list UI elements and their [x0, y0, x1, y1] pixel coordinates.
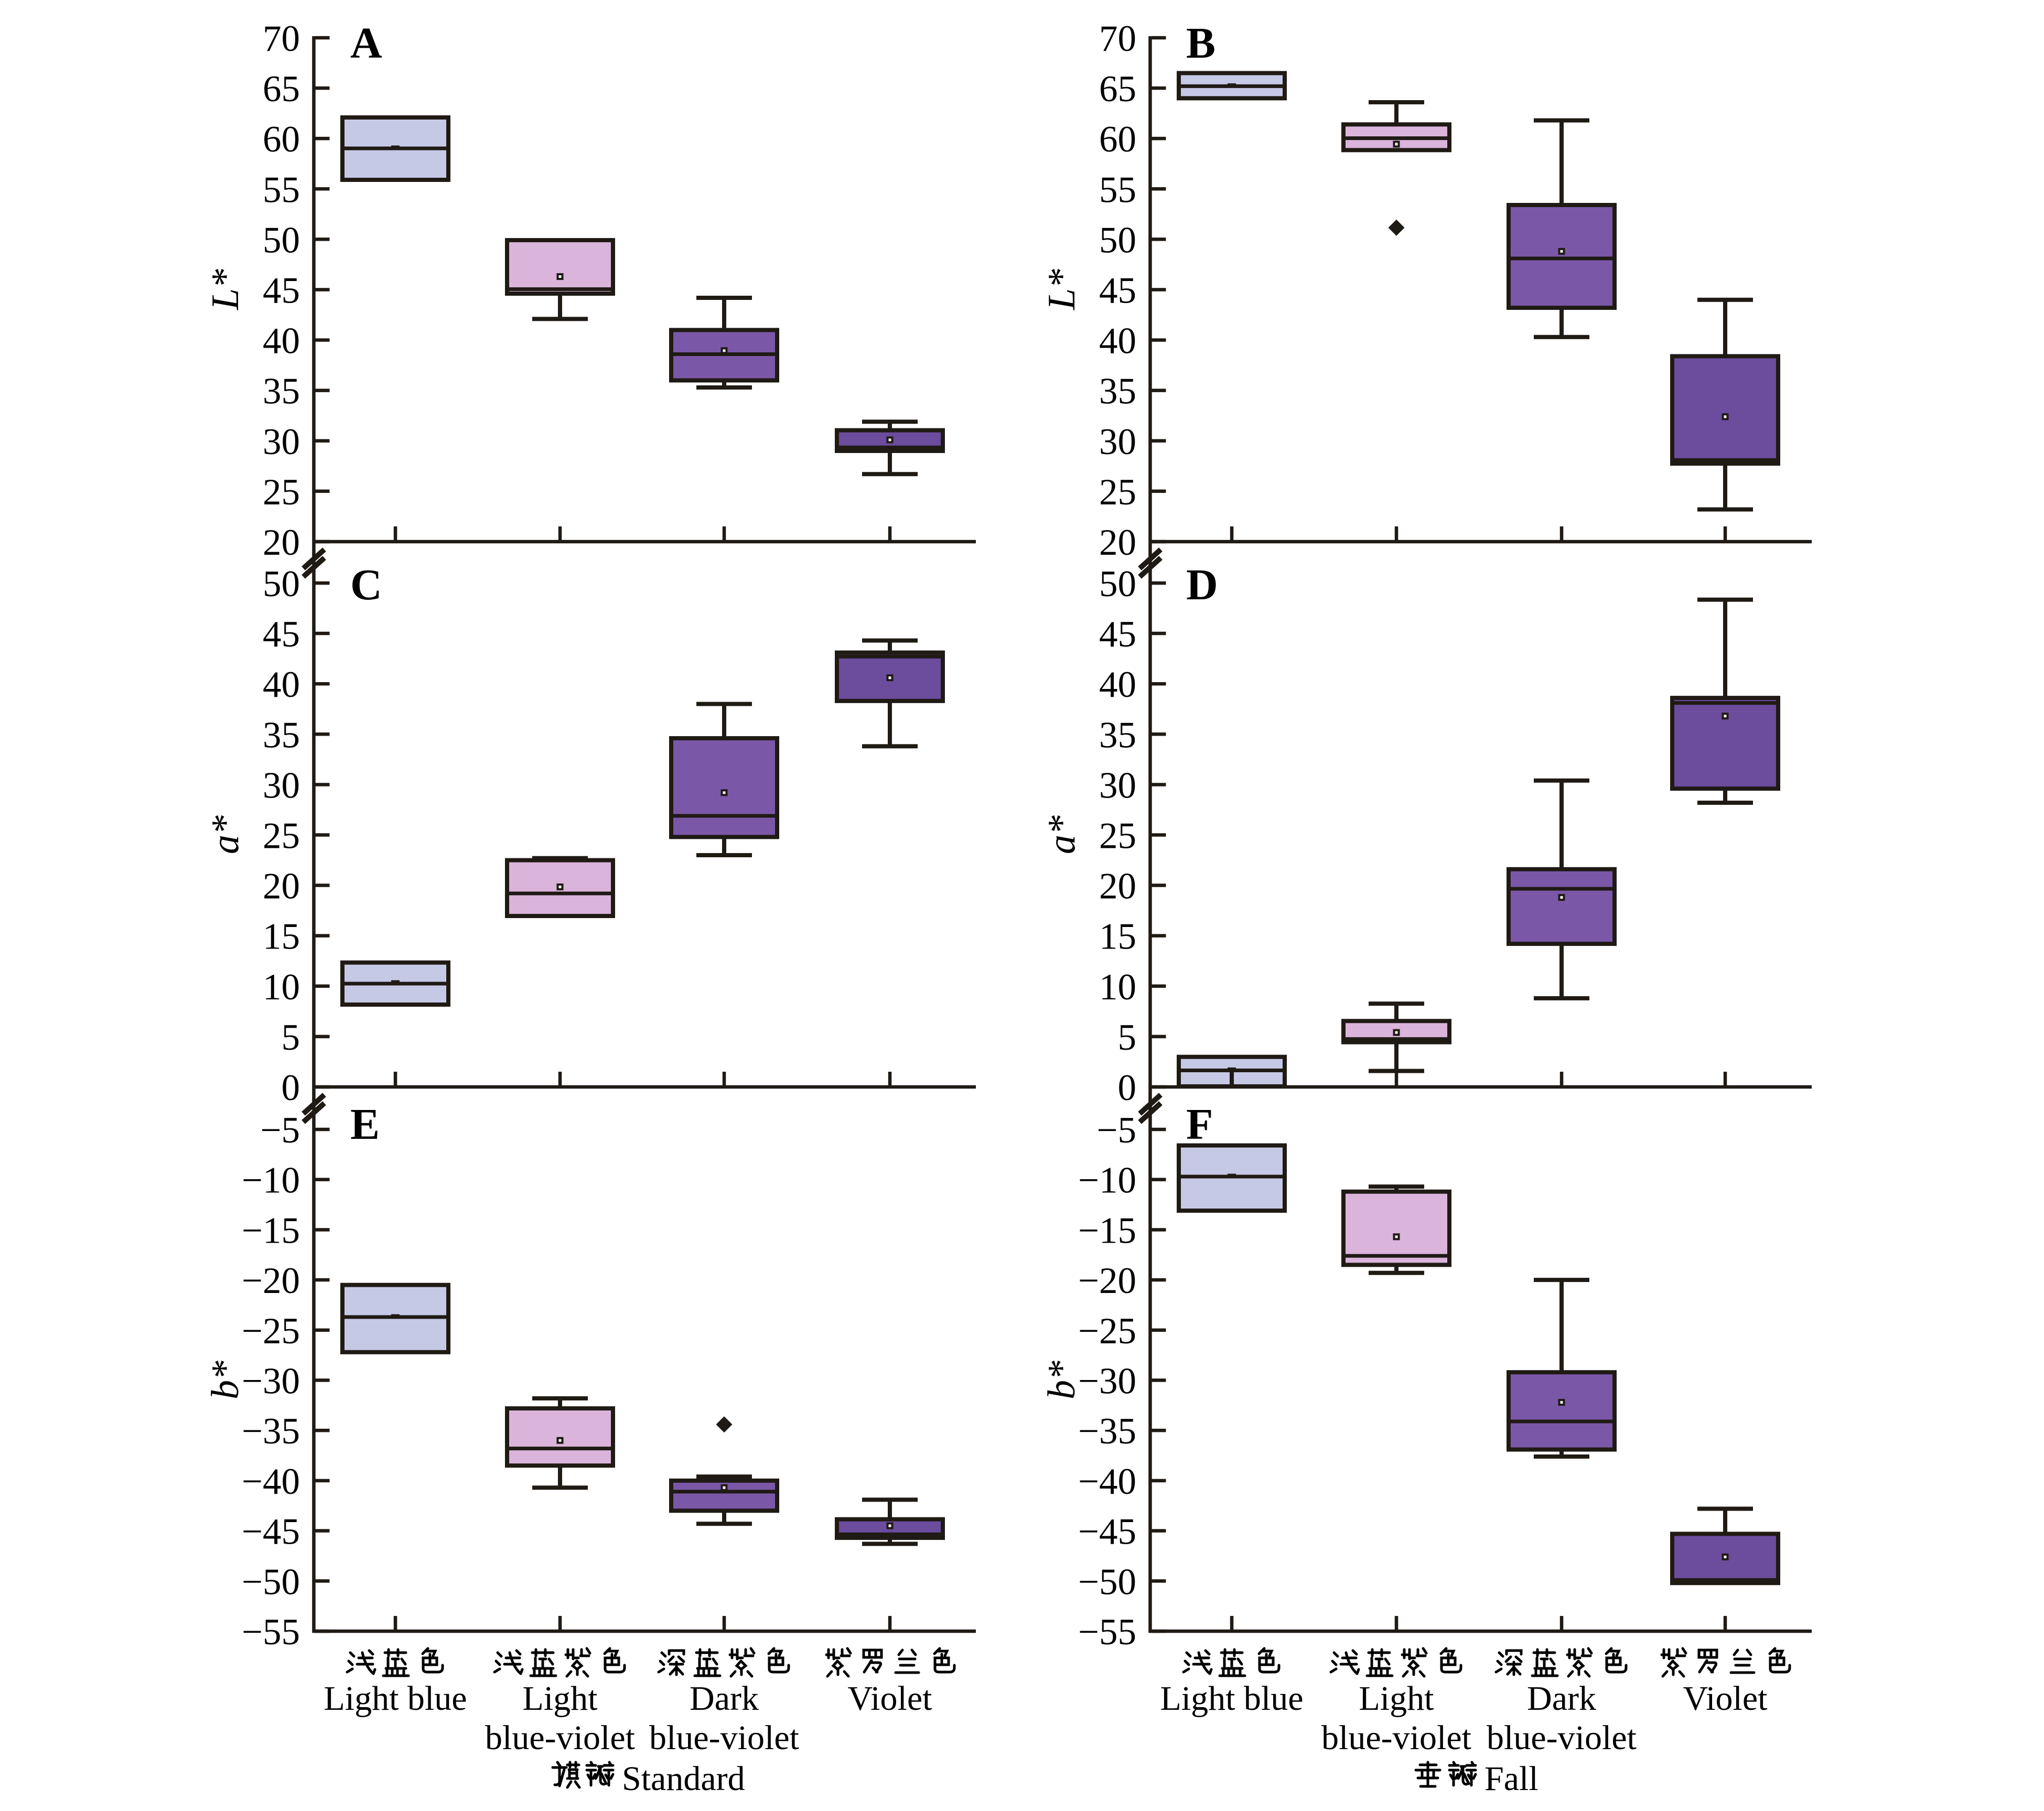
svg-text:−20: −20: [1078, 1260, 1136, 1301]
svg-text:70: 70: [1099, 18, 1136, 59]
svg-text:25: 25: [263, 472, 300, 513]
svg-text:a*: a*: [1040, 815, 1083, 854]
svg-text:−40: −40: [242, 1461, 300, 1502]
svg-text:25: 25: [263, 816, 300, 857]
svg-text:−10: −10: [242, 1160, 300, 1201]
svg-text:10: 10: [263, 967, 300, 1008]
svg-text:−10: −10: [1078, 1160, 1136, 1201]
svg-text:E: E: [350, 1100, 380, 1149]
svg-text:C: C: [350, 560, 382, 609]
svg-text:15: 15: [263, 917, 300, 957]
svg-text:F: F: [1186, 1100, 1213, 1149]
svg-text:50: 50: [263, 220, 300, 261]
svg-text:45: 45: [1099, 271, 1136, 311]
svg-text:50: 50: [1099, 564, 1136, 605]
svg-text:L*: L*: [204, 269, 247, 310]
svg-text:45: 45: [263, 614, 300, 655]
svg-text:D: D: [1186, 560, 1218, 609]
svg-text:b*: b*: [1040, 1361, 1083, 1399]
svg-text:B: B: [1186, 19, 1215, 68]
svg-text:Light blue: Light blue: [324, 1679, 467, 1718]
svg-text:20: 20: [263, 522, 300, 563]
svg-text:35: 35: [263, 371, 300, 412]
svg-text:5: 5: [282, 1017, 300, 1058]
svg-text:50: 50: [1099, 220, 1136, 261]
svg-text:35: 35: [1099, 371, 1136, 412]
svg-text:70: 70: [263, 18, 300, 59]
svg-text:65: 65: [263, 69, 300, 110]
svg-text:−45: −45: [242, 1512, 300, 1553]
svg-text:15: 15: [1099, 917, 1136, 957]
svg-text:a*: a*: [204, 815, 247, 854]
svg-text:30: 30: [263, 422, 300, 462]
svg-text:Dark: Dark: [690, 1679, 759, 1718]
svg-text:30: 30: [1099, 765, 1136, 806]
svg-text:40: 40: [1099, 321, 1136, 362]
svg-text:45: 45: [263, 271, 300, 311]
svg-text:0: 0: [282, 1068, 300, 1108]
svg-text:35: 35: [1099, 715, 1136, 756]
svg-text:50: 50: [263, 564, 300, 605]
svg-text:40: 40: [263, 321, 300, 362]
svg-text:Standard: Standard: [622, 1760, 745, 1798]
svg-text:−30: −30: [1078, 1361, 1136, 1402]
svg-text:−30: −30: [242, 1361, 300, 1402]
svg-text:55: 55: [263, 169, 300, 210]
svg-text:40: 40: [1099, 664, 1136, 705]
svg-text:−55: −55: [1078, 1612, 1136, 1653]
svg-text:45: 45: [1099, 614, 1136, 655]
svg-text:30: 30: [1099, 422, 1136, 462]
svg-text:blue-violet: blue-violet: [649, 1719, 799, 1757]
svg-text:Light: Light: [1359, 1679, 1434, 1718]
svg-text:60: 60: [1099, 119, 1136, 160]
svg-text:b*: b*: [204, 1361, 247, 1399]
svg-text:−15: −15: [1078, 1210, 1136, 1251]
svg-text:−5: −5: [1096, 1110, 1136, 1151]
svg-text:blue-violet: blue-violet: [1487, 1719, 1637, 1757]
svg-text:Light blue: Light blue: [1160, 1679, 1303, 1718]
svg-text:−40: −40: [1078, 1461, 1136, 1502]
svg-text:Violet: Violet: [1683, 1679, 1767, 1718]
svg-text:65: 65: [1099, 69, 1136, 110]
svg-text:blue-violet: blue-violet: [485, 1719, 635, 1757]
svg-text:55: 55: [1099, 169, 1136, 210]
svg-text:0: 0: [1118, 1068, 1137, 1108]
svg-text:−5: −5: [260, 1110, 300, 1151]
svg-text:Fall: Fall: [1484, 1760, 1539, 1798]
svg-text:A: A: [350, 19, 382, 68]
svg-text:20: 20: [1099, 866, 1136, 907]
svg-text:−35: −35: [242, 1411, 300, 1452]
svg-text:Violet: Violet: [847, 1679, 932, 1718]
svg-text:Dark: Dark: [1527, 1679, 1596, 1718]
svg-text:40: 40: [263, 664, 300, 705]
svg-text:blue-violet: blue-violet: [1321, 1719, 1471, 1757]
svg-text:10: 10: [1099, 967, 1136, 1008]
svg-text:−50: −50: [242, 1561, 300, 1602]
svg-text:25: 25: [1099, 472, 1136, 513]
svg-text:−50: −50: [1078, 1561, 1136, 1602]
svg-text:20: 20: [263, 866, 300, 907]
svg-text:−35: −35: [1078, 1411, 1136, 1452]
svg-text:−15: −15: [242, 1210, 300, 1251]
svg-text:20: 20: [1099, 522, 1136, 563]
svg-text:−25: −25: [242, 1311, 300, 1352]
svg-text:60: 60: [263, 119, 300, 160]
svg-text:−25: −25: [1078, 1311, 1136, 1352]
svg-text:25: 25: [1099, 816, 1136, 857]
svg-text:−45: −45: [1078, 1512, 1136, 1553]
svg-text:5: 5: [1118, 1017, 1137, 1058]
svg-text:Light: Light: [523, 1679, 598, 1718]
svg-text:−20: −20: [242, 1260, 300, 1301]
svg-text:35: 35: [263, 715, 300, 756]
svg-text:L*: L*: [1040, 269, 1083, 310]
svg-text:−55: −55: [242, 1612, 300, 1653]
svg-text:30: 30: [263, 765, 300, 806]
